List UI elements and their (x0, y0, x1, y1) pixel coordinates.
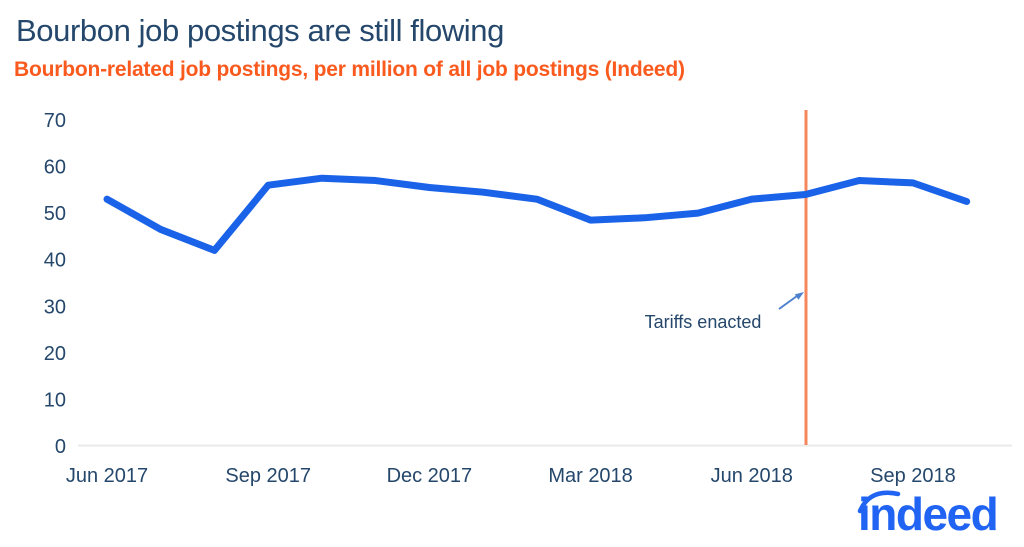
chart-title: Bourbon job postings are still flowing (16, 13, 504, 48)
x-tick-label: Jun 2018 (711, 465, 793, 487)
series-line (103, 174, 971, 254)
y-tick-label: 60 (44, 157, 66, 179)
annotation-label: Tariffs enacted (645, 312, 762, 332)
y-tick-label: 40 (44, 250, 66, 272)
x-tick-label: Jun 2017 (66, 465, 148, 487)
annotation-arrow (778, 295, 798, 310)
y-tick-label: 30 (44, 296, 66, 318)
indeed-logo-arc-icon (857, 490, 901, 514)
chart-subtitle: Bourbon-related job postings, per millio… (14, 58, 685, 81)
x-tick-label: Sep 2017 (225, 465, 311, 487)
x-tick-label: Sep 2018 (870, 465, 956, 487)
y-tick-label: 70 (44, 110, 66, 132)
y-tick-label: 0 (55, 436, 66, 458)
y-tick-label: 50 (44, 203, 66, 225)
x-tick-label: Mar 2018 (548, 465, 633, 487)
annotation-arrowhead-icon (794, 292, 804, 300)
y-tick-label: 10 (44, 389, 66, 411)
x-tick-label: Dec 2017 (387, 465, 473, 487)
y-tick-label: 20 (44, 343, 66, 365)
indeed-logo-text: indeed (858, 488, 999, 540)
indeed-logo: indeed (856, 486, 1016, 546)
